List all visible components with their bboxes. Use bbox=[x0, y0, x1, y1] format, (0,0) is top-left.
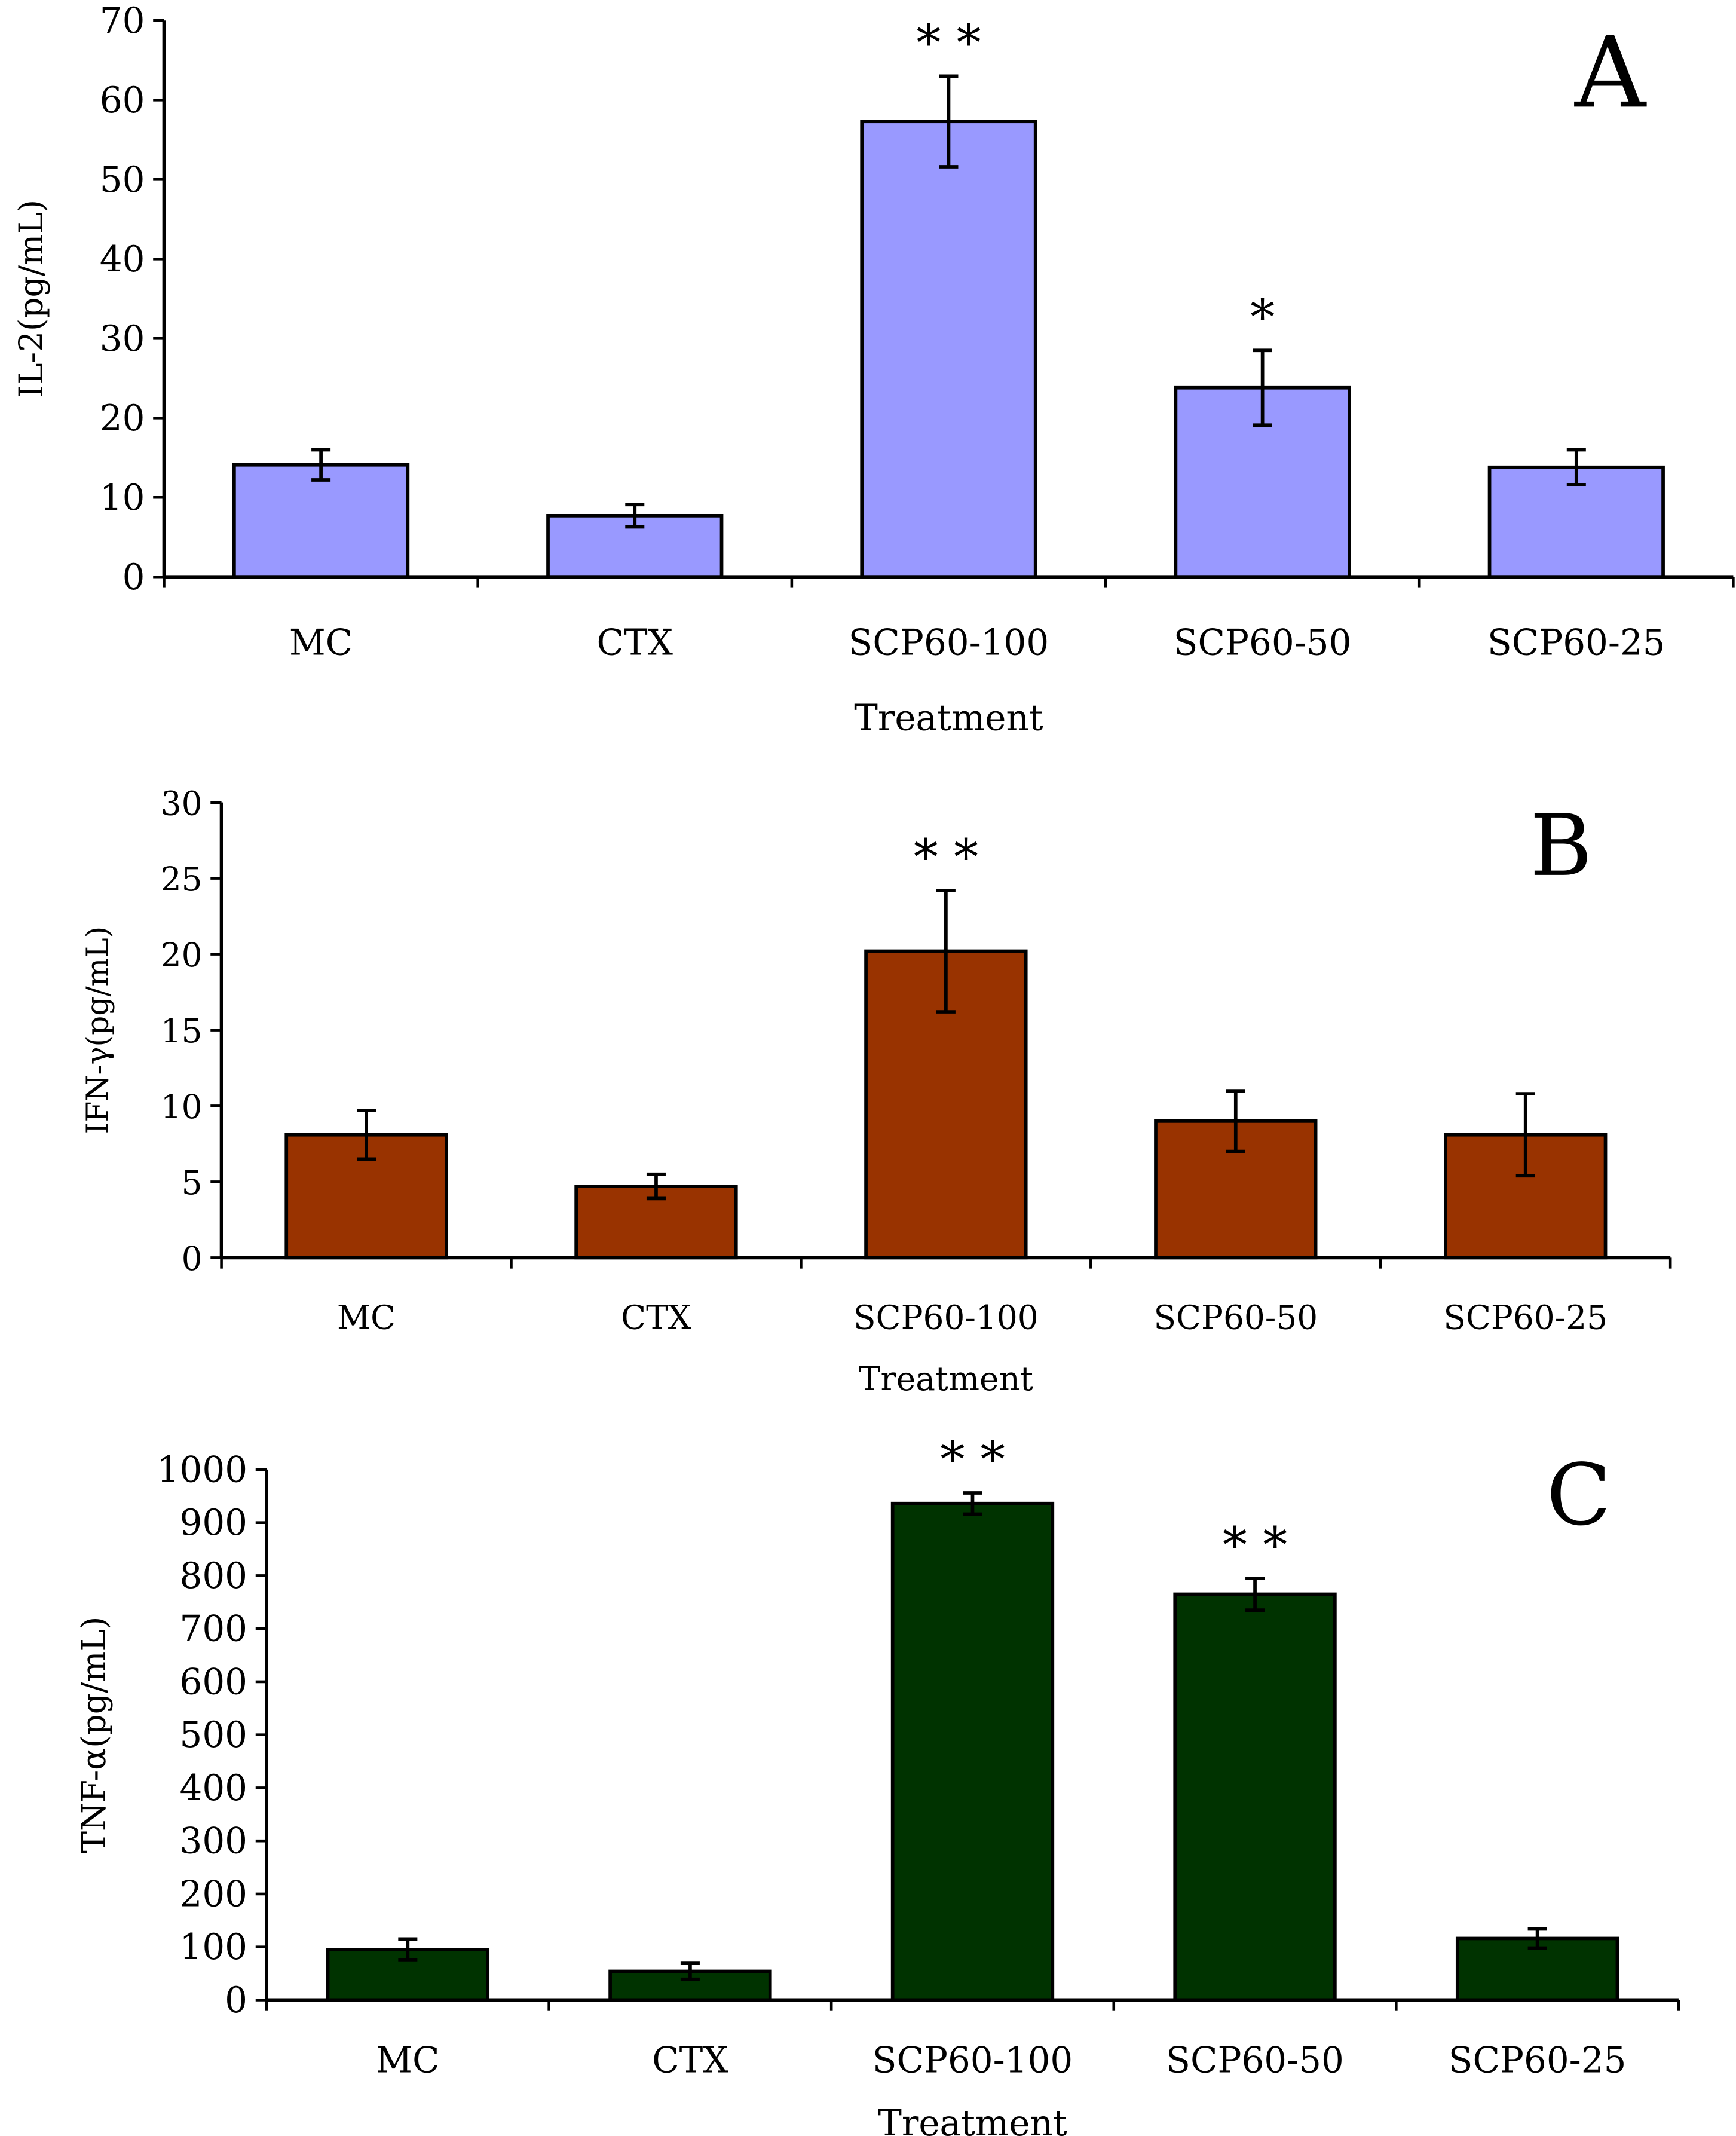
significance-marker: * * bbox=[914, 829, 979, 886]
x-tick-label: SCP60-100 bbox=[872, 2040, 1073, 2082]
x-tick-label: MC bbox=[376, 2040, 439, 2082]
y-axis-label: TNF-α(pg/mL) bbox=[75, 1617, 113, 1853]
significance-marker: * * bbox=[916, 15, 981, 72]
y-tick-label: 700 bbox=[180, 1609, 248, 1650]
y-tick-label: 30 bbox=[161, 784, 203, 822]
y-tick-label: 15 bbox=[161, 1012, 203, 1050]
x-tick-label: MC bbox=[337, 1298, 396, 1336]
x-axis-label: Treatment bbox=[859, 1360, 1033, 1398]
x-tick-label: SCP60-50 bbox=[1153, 1298, 1318, 1336]
y-tick-label: 900 bbox=[180, 1502, 248, 1544]
y-tick-label: 0 bbox=[225, 1980, 247, 2021]
y-tick-label: 600 bbox=[180, 1661, 248, 1703]
significance-marker: * * bbox=[940, 1432, 1005, 1489]
bar bbox=[860, 120, 1037, 579]
x-tick-label: SCP60-100 bbox=[853, 1298, 1039, 1336]
x-axis-label: Treatment bbox=[878, 2103, 1067, 2136]
x-tick-label: CTX bbox=[597, 623, 673, 664]
x-axis-label: Treatment bbox=[854, 697, 1043, 739]
y-tick-label: 200 bbox=[180, 1874, 248, 1915]
x-tick-label: CTX bbox=[621, 1298, 691, 1336]
x-tick-label: SCP60-25 bbox=[1443, 1298, 1608, 1336]
y-tick-label: 400 bbox=[180, 1768, 248, 1809]
y-tick-label: 500 bbox=[180, 1715, 248, 1756]
y-axis-label: IFN-γ(pg/mL) bbox=[80, 926, 115, 1134]
y-axis-label: IL-2(pg/mL) bbox=[12, 200, 50, 398]
bar bbox=[232, 463, 410, 579]
x-tick-label: SCP60-100 bbox=[849, 623, 1049, 664]
significance-marker: * * bbox=[1223, 1517, 1287, 1574]
bar bbox=[890, 1501, 1055, 2002]
x-tick-label: SCP60-25 bbox=[1487, 623, 1665, 664]
y-tick-label: 10 bbox=[100, 478, 145, 519]
chart-panel-b: MC CTX * * SCP60-100 SCP60-50 SCP60-25 0 5 10 15 2… bbox=[80, 784, 1672, 1398]
y-tick-label: 50 bbox=[100, 160, 145, 201]
y-tick-label: 1000 bbox=[157, 1449, 247, 1491]
panel-label: C bbox=[1547, 1446, 1612, 1544]
y-tick-label: 70 bbox=[100, 1, 145, 42]
y-tick-label: 100 bbox=[180, 1927, 248, 1968]
y-tick-label: 300 bbox=[180, 1821, 248, 1862]
x-tick-label: CTX bbox=[652, 2040, 728, 2082]
x-tick-label: SCP60-50 bbox=[1174, 623, 1352, 664]
y-tick-label: 10 bbox=[161, 1088, 203, 1126]
chart-panel-c: MC CTX * * SCP60-100 * * SCP60-50 SCP60-25 0 100… bbox=[75, 1432, 1680, 2136]
x-tick-label: MC bbox=[289, 623, 353, 664]
y-tick-label: 25 bbox=[161, 860, 203, 898]
y-tick-label: 60 bbox=[100, 80, 145, 121]
y-tick-label: 20 bbox=[100, 398, 145, 439]
y-tick-label: 5 bbox=[182, 1164, 203, 1202]
bar bbox=[1173, 1592, 1337, 2002]
chart-panel-a: MC CTX * * SCP60-100 * SCP60-50 SCP60-25 0 10 20 3… bbox=[12, 1, 1735, 739]
y-tick-label: 0 bbox=[182, 1240, 203, 1278]
significance-marker: * bbox=[1250, 289, 1275, 346]
y-tick-label: 800 bbox=[180, 1556, 248, 1597]
y-tick-label: 30 bbox=[100, 319, 145, 360]
panel-label: B bbox=[1530, 797, 1592, 895]
y-tick-label: 40 bbox=[100, 239, 145, 280]
panel-label: A bbox=[1574, 15, 1647, 130]
x-tick-label: SCP60-50 bbox=[1166, 2040, 1344, 2082]
y-tick-label: 0 bbox=[123, 557, 145, 598]
x-tick-label: SCP60-25 bbox=[1449, 2040, 1627, 2082]
y-tick-label: 20 bbox=[161, 936, 203, 974]
